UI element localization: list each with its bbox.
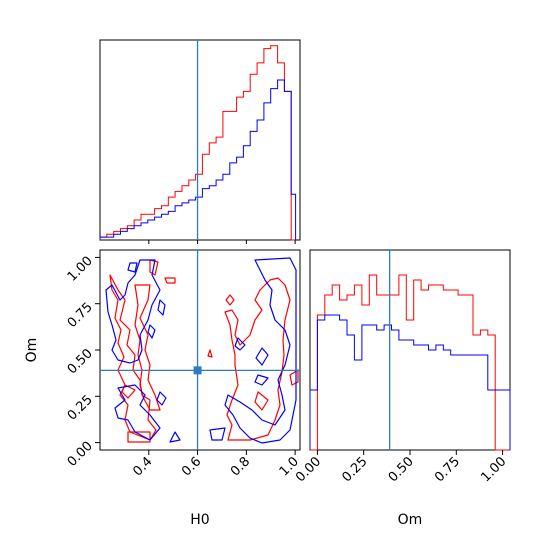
contour-blue [114,384,161,441]
h0-om-contour-panel: 0.4 0.6 0.8 1.00.000.250.500.751.00 H0 Om [24,249,302,528]
contour-red [121,384,136,399]
contour-blue [224,257,297,444]
contour-blue [209,427,226,441]
contour-ytick-label: 0.25 [65,393,96,424]
h0-histogram-frame [99,39,301,241]
contour-blue [169,431,181,443]
om-histogram-red [310,274,510,451]
contour-red [289,369,299,386]
h0-histogram-blue [99,79,297,240]
contour-red [254,391,269,411]
contour-blue [105,259,161,364]
om-hist-xtick-label: 0.75 [432,454,463,485]
contour-ytick-label: 1.00 [65,254,96,285]
contour-red [134,284,161,411]
contour-xtick-label: 0.8 [228,454,253,479]
contour-ytick-label: 0.00 [65,439,96,470]
contour-xtick-label: 0.6 [179,454,204,479]
om-hist-xtick-label: 0.25 [339,454,370,485]
contour-blue [255,347,269,366]
contour-red [127,431,151,443]
h0-histogram-series [99,40,297,244]
contour-red [207,349,213,358]
om-histogram-ticks: 0.00 0.25 0.50 0.75 1.00 [293,450,509,485]
om-histogram-frame [309,249,511,451]
contour-red [225,294,235,306]
contour-ytick-label: 0.50 [65,346,96,377]
contour-blue [156,391,167,406]
contour-blue [127,262,138,273]
om-hist-xtick-label: 0.50 [386,454,417,485]
y-axis-label-om: Om [24,338,40,363]
x-axis-label-h0: H0 [190,512,209,528]
contour-red [224,277,291,441]
om-histogram-blue [309,314,511,450]
contour-red [164,277,176,284]
contour-blue [254,374,269,386]
contour-xtick-label: 0.4 [130,454,155,479]
h0-histogram-panel [99,39,301,244]
contour-blue [147,324,156,339]
x-axis-label-om: Om [398,512,423,528]
contour-ytick-label: 0.75 [65,300,96,331]
contour-blue [157,299,166,316]
om-hist-xtick-label: 1.00 [478,454,509,485]
h0-histogram-red [99,45,296,241]
om-histogram-panel: 0.00 0.25 0.50 0.75 1.00 Om [293,249,511,528]
contour-truth-marker [193,366,202,375]
contour-blue [234,337,246,351]
om-histogram-series [309,250,511,451]
contour-lines [100,250,300,450]
om-hist-xtick-label: 0.00 [293,454,324,485]
